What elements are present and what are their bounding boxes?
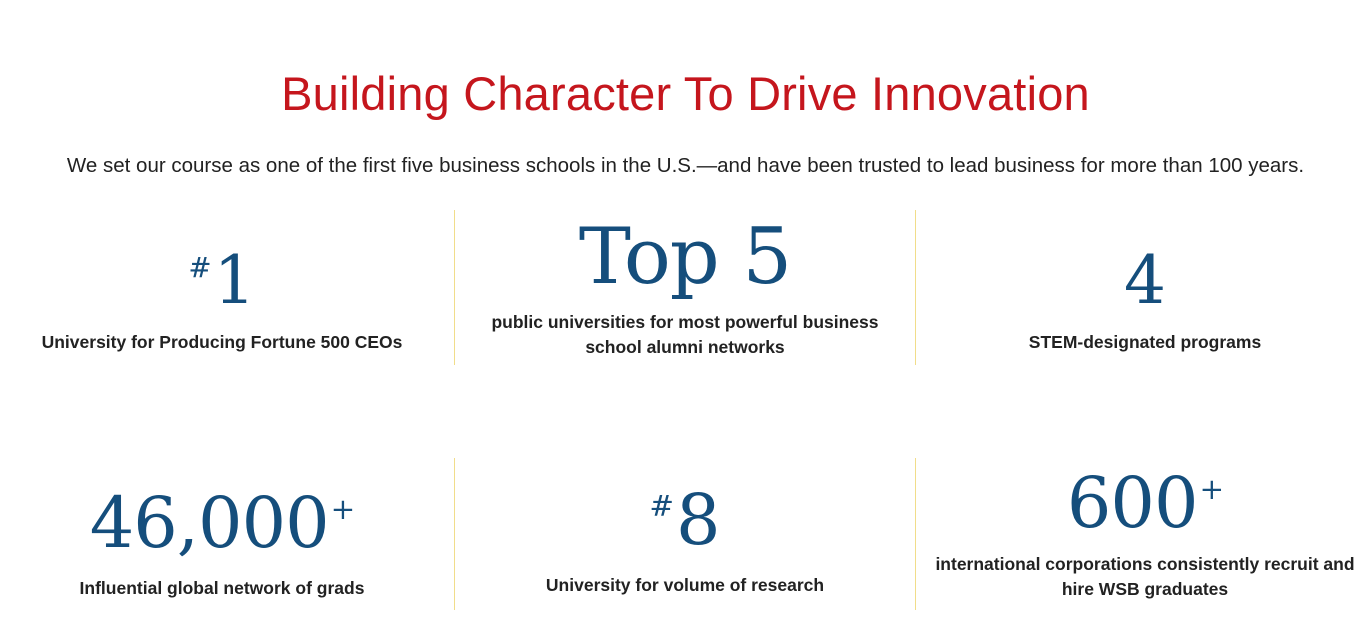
stat-value: 1 <box>213 242 256 319</box>
stat-suffix: + <box>330 492 356 527</box>
page-title: Building Character To Drive Innovation <box>281 67 1090 120</box>
stat-label: University for volume of research <box>545 575 825 595</box>
stat-label: international corporations consistently … <box>935 554 1355 599</box>
column-divider <box>454 458 455 610</box>
stat-number: #8 <box>465 485 905 555</box>
column-divider <box>915 210 916 365</box>
stat-number: 600+ <box>925 468 1365 538</box>
stat-label: Influential global network of grads <box>79 578 365 598</box>
stat-label: public universities for most powerful bu… <box>491 312 879 357</box>
stat-label: STEM-designated programs <box>1028 332 1262 352</box>
stats-grid: #1 University for Producing Fortune 500 … <box>0 210 1371 610</box>
stat-number: 4 <box>925 248 1365 314</box>
stat-value: 4 <box>1124 242 1166 319</box>
stat-global-network: 46,000+ Influential global network of gr… <box>2 488 442 601</box>
stat-value: 600 <box>1066 462 1199 544</box>
stat-value: Top 5 <box>578 212 792 302</box>
stat-value: 46,000 <box>89 482 330 564</box>
stat-value: 8 <box>676 479 721 561</box>
stat-corporations: 600+ international corporations consiste… <box>925 468 1365 602</box>
stat-stem-programs: 4 STEM-designated programs <box>925 248 1365 355</box>
stat-prefix: # <box>188 250 212 284</box>
stat-fortune-500-ceos: #1 University for Producing Fortune 500 … <box>2 248 442 355</box>
column-divider <box>454 210 455 365</box>
stat-number: 46,000+ <box>2 488 442 558</box>
stat-suffix: + <box>1199 472 1224 507</box>
page-subtitle: We set our course as one of the first fi… <box>66 154 1305 177</box>
stat-prefix: # <box>649 489 675 524</box>
column-divider <box>915 458 916 610</box>
stat-alumni-networks: Top 5 public universities for most power… <box>465 218 905 360</box>
stat-research-volume: #8 University for volume of research <box>465 485 905 598</box>
stat-label: University for Producing Fortune 500 CEO… <box>41 332 403 352</box>
stat-number: Top 5 <box>465 218 905 296</box>
stat-number: #1 <box>2 248 442 314</box>
